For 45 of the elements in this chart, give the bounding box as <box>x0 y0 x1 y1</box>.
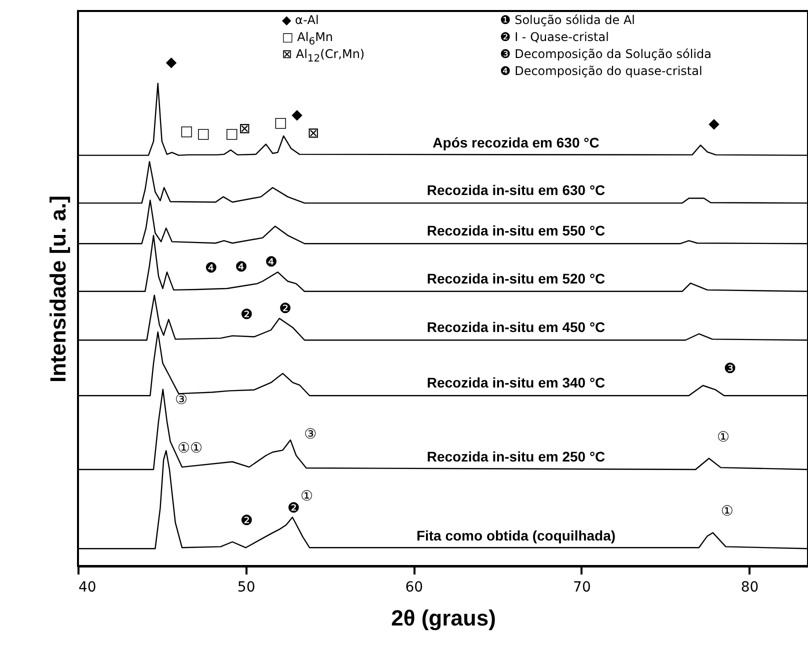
x-tick-label: 60 <box>405 580 424 596</box>
series-label: Recozida in-situ em 450 °C <box>426 319 606 336</box>
series-label: Recozida in-situ em 250 °C <box>426 448 606 464</box>
x-axis-title: 2θ (graus) <box>391 606 496 630</box>
annotation: ◆ <box>166 54 177 70</box>
series-label: Recozida in-situ em 550 °C <box>426 222 606 239</box>
annotation: ⊠ <box>308 125 320 142</box>
annotation: ① <box>300 488 314 504</box>
annotation: ❷ <box>240 306 253 323</box>
annotation: □ <box>196 126 210 142</box>
annotation: ❷ <box>287 500 300 516</box>
x-tick-label: 70 <box>573 580 591 596</box>
annotation: ①① <box>177 440 203 456</box>
annotation: □ <box>180 123 194 140</box>
annotation: ③ <box>174 392 188 408</box>
series-label: Recozida in-situ em 630 °C <box>426 182 606 198</box>
series-label: Recozida in-situ em 340 °C <box>426 374 606 391</box>
annotation: ③ <box>304 426 317 442</box>
annotation: ❸ <box>724 360 736 377</box>
annotation: ❹ <box>204 260 218 276</box>
annotation: □ <box>225 126 239 142</box>
annotation: ◆ <box>292 106 303 123</box>
annotation: ❹ <box>265 254 278 271</box>
text: ❶ Solução sólida de Al <box>500 12 636 29</box>
annotation: ❹ <box>235 260 248 276</box>
text: ❷ I - Quase-cristal <box>500 29 610 46</box>
text: ◆ α-Al <box>282 12 320 29</box>
text: □ Al$_{6}$Mn <box>282 29 334 48</box>
annotation: ❷ <box>240 512 253 529</box>
annotation: ① <box>716 429 730 446</box>
annotation: ① <box>720 504 734 520</box>
y-axis-title: Intensidade [u. a.] <box>46 195 70 383</box>
annotation: □ <box>274 115 288 132</box>
series-label: Após recozida em 630 °C <box>432 134 600 150</box>
annotation: ⊠ <box>238 120 250 137</box>
text: ❸ Decomposição da Solução sólida <box>500 46 712 63</box>
annotation: ❷ <box>278 301 292 318</box>
text: ⊠ Al$_{12}$(Cr,Mn) <box>282 46 365 64</box>
x-tick-label: 80 <box>740 580 759 596</box>
annotation: ◆ <box>708 116 720 132</box>
x-tick-label: 40 <box>78 580 96 596</box>
text: ❹ Decomposição do quase-cristal <box>500 63 704 80</box>
series-label: Recozida in-situ em 520 °C <box>426 270 606 286</box>
x-tick-label: 50 <box>237 580 256 596</box>
series-label: Fita como obtida (coquilhada) <box>416 528 616 544</box>
